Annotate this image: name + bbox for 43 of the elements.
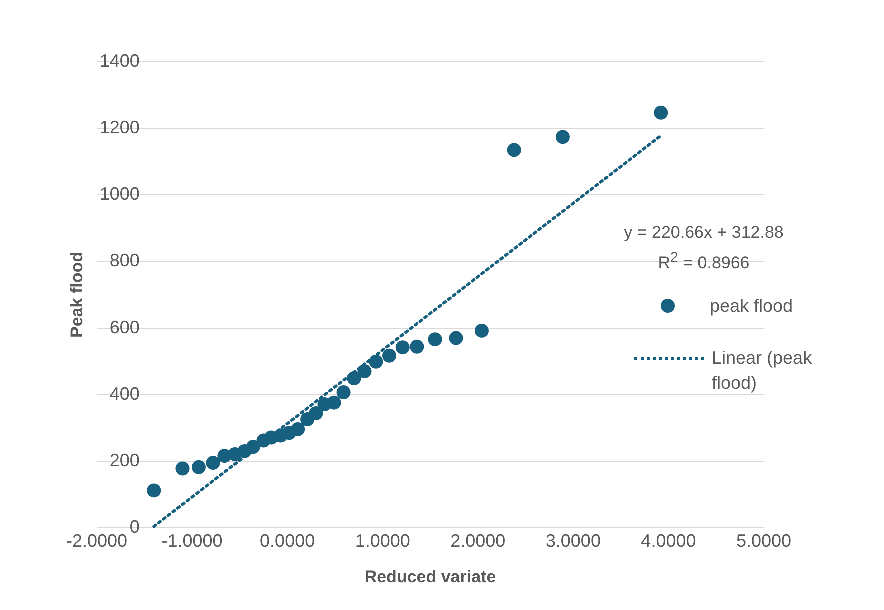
point (474, 324, 489, 338)
x-tick-label: 0.0000 (260, 530, 316, 551)
point (369, 354, 384, 369)
point (309, 406, 324, 420)
point (382, 348, 397, 363)
y-tick-label: 600 (110, 317, 140, 338)
y-tick-label: 400 (110, 384, 140, 404)
point (147, 484, 162, 498)
y-tick-label: 1200 (100, 118, 140, 138)
x-tick-label: 1.0000 (355, 530, 410, 551)
point (176, 462, 190, 476)
y-tick-label: 0 (130, 516, 140, 537)
point (192, 460, 206, 474)
legend-label: Linear (peak flood) (712, 347, 814, 395)
point (507, 143, 522, 158)
point (449, 331, 464, 346)
point (358, 364, 372, 379)
x-tick-label: -1.0000 (162, 530, 223, 551)
point (556, 130, 570, 144)
point (336, 386, 351, 400)
annotation: R$^{2}$ = 0.8966 (657, 250, 751, 274)
x-tick-label: 3.0000 (546, 530, 601, 551)
y-tick-label: 1000 (100, 184, 140, 204)
y-tick-label: 800 (110, 250, 140, 271)
point (428, 332, 442, 347)
point (347, 372, 362, 386)
point (291, 422, 306, 436)
x-tick-label: 4.0000 (641, 530, 696, 551)
point (206, 456, 220, 470)
x-tick-label: -2.0000 (66, 530, 128, 551)
x-tick-label: 2.0000 (450, 530, 506, 551)
y-tick-label: 1400 (100, 50, 140, 71)
point (410, 340, 424, 354)
x-axis-title: Reduced variate (364, 567, 496, 586)
y-tick-label: 200 (110, 450, 140, 470)
x-tick-label: 5.0000 (736, 530, 792, 551)
point (654, 106, 668, 120)
annotation: y = 220.66x + 312.88 (623, 223, 785, 243)
point (246, 440, 260, 454)
point (396, 340, 410, 355)
point (327, 396, 342, 410)
legend-label: peak flood (710, 295, 794, 318)
y-axis-title: Peak flood (68, 252, 87, 338)
